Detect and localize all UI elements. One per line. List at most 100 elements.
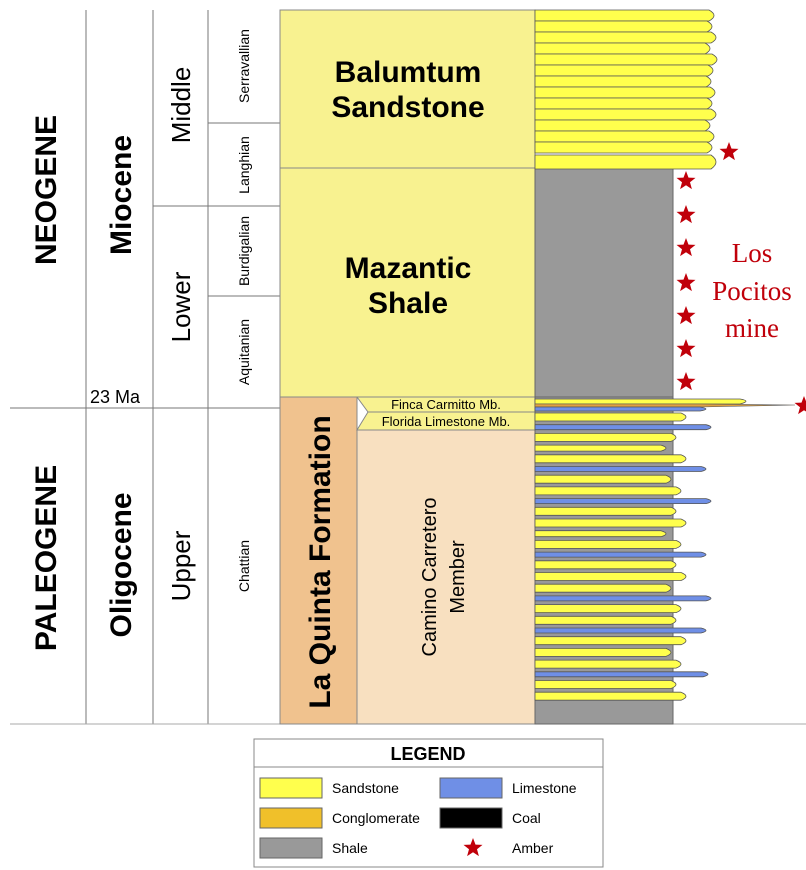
system-neogene: NEOGENE bbox=[30, 115, 63, 265]
sandstone-bed bbox=[534, 119, 711, 132]
amber-star-icon bbox=[676, 171, 696, 190]
legend-swatch-limestone bbox=[439, 777, 503, 799]
florida-label: Florida Limestone Mb. bbox=[382, 414, 511, 429]
sandstone-bed bbox=[534, 486, 682, 496]
finca-sandstone-tongue bbox=[534, 398, 747, 405]
limestone-bed bbox=[534, 627, 707, 634]
sandstone-bed bbox=[534, 680, 677, 689]
sandstone-bed bbox=[534, 31, 717, 44]
legend-label-coal: Coal bbox=[512, 810, 541, 826]
legend-label-amber: Amber bbox=[512, 840, 554, 856]
finca-label: Finca Carmitto Mb. bbox=[391, 397, 501, 412]
sandstone-bed bbox=[534, 108, 717, 121]
sandstone-bed bbox=[534, 141, 713, 154]
mazantic-block bbox=[279, 167, 536, 398]
system-paleogene: PALEOGENE bbox=[30, 465, 63, 651]
sandstone-bed bbox=[534, 474, 672, 484]
legend: LEGEND Sandstone Limestone Conglomerate … bbox=[253, 738, 604, 868]
legend-swatch-conglomerate bbox=[259, 807, 323, 829]
sandstone-bed bbox=[534, 560, 677, 570]
subseries-middle: Middle bbox=[166, 67, 196, 144]
amber-star-icon bbox=[676, 205, 696, 224]
balumtum-block bbox=[279, 9, 536, 169]
la-quinta-block bbox=[279, 396, 358, 725]
florida-limestone-bed bbox=[534, 406, 707, 412]
balumtum-label-line1: Balumtum bbox=[335, 56, 482, 89]
amber-star-icon bbox=[676, 372, 696, 391]
limestone-bed bbox=[534, 424, 712, 431]
sandstone-bed bbox=[534, 615, 677, 625]
limestone-bed bbox=[534, 466, 707, 472]
sandstone-bed bbox=[534, 9, 715, 22]
stage-burdigalian: Burdigalian bbox=[236, 216, 252, 286]
sandstone-bed bbox=[534, 659, 682, 669]
legend-label-sandstone: Sandstone bbox=[332, 780, 399, 796]
series-oligocene: Oligocene bbox=[105, 492, 138, 637]
sandstone-bed bbox=[534, 454, 687, 464]
legend-title: LEGEND bbox=[390, 744, 465, 764]
sandstone-bed bbox=[534, 636, 687, 646]
lithology-column bbox=[534, 9, 796, 725]
mazantic-label-line1: Mazantic bbox=[345, 252, 472, 285]
sandstone-bed bbox=[534, 75, 712, 88]
legend-label-shale: Shale bbox=[332, 840, 368, 856]
los-pocitos-line2: Pocitos bbox=[712, 276, 792, 306]
stage-langhian: Langhian bbox=[236, 136, 252, 194]
sandstone-bed bbox=[534, 64, 714, 77]
sandstone-bed bbox=[534, 518, 687, 528]
sandstone-bed bbox=[534, 572, 687, 581]
sandstone-bed bbox=[534, 20, 713, 33]
conglomerate-tongue bbox=[534, 403, 796, 408]
camino-block bbox=[356, 429, 536, 725]
limestone-bed bbox=[534, 551, 707, 558]
sandstone-bed bbox=[534, 433, 677, 442]
amber-occurrences bbox=[676, 142, 806, 415]
amber-star-icon bbox=[676, 238, 696, 257]
sandstone-bed bbox=[534, 412, 687, 422]
sandstone-bed bbox=[534, 444, 667, 452]
sandstone-bed bbox=[534, 583, 672, 593]
camino-label-line1: Camino Carretero bbox=[419, 498, 441, 657]
limestone-bed bbox=[534, 671, 709, 678]
sandstone-bed bbox=[534, 691, 687, 701]
balumtum-label-line2: Sandstone bbox=[331, 91, 484, 124]
formation-labels: Balumtum Sandstone Mazantic Shale La Qui… bbox=[304, 56, 510, 709]
legend-label-limestone: Limestone bbox=[512, 780, 577, 796]
amber-star-icon bbox=[719, 142, 739, 161]
series-miocene: Miocene bbox=[105, 135, 138, 255]
sandstone-bed bbox=[534, 604, 682, 613]
sandstone-bed bbox=[534, 53, 718, 66]
amber-star-icon bbox=[676, 306, 696, 325]
mazantic-label-line2: Shale bbox=[368, 287, 448, 320]
los-pocitos-annotation: Los Pocitos mine bbox=[712, 238, 792, 343]
sandstone-bed bbox=[534, 130, 715, 143]
legend-swatch-sandstone bbox=[259, 777, 323, 799]
sandstone-bed bbox=[534, 540, 682, 549]
legend-swatch-coal bbox=[439, 807, 503, 829]
age-23-ma: 23 Ma bbox=[90, 387, 141, 407]
balumtum-sandstone-beds bbox=[534, 9, 718, 170]
subseries-upper: Upper bbox=[166, 530, 196, 601]
limestone-bed bbox=[534, 498, 712, 504]
camino-lithology-beds bbox=[534, 412, 712, 701]
camino-label-line2: Member bbox=[447, 540, 469, 614]
legend-label-conglomerate: Conglomerate bbox=[332, 810, 420, 826]
amber-star-icon bbox=[676, 273, 696, 292]
chronostratigraphic-labels: NEOGENE PALEOGENE Miocene Oligocene 23 M… bbox=[30, 29, 252, 651]
sandstone-bed bbox=[534, 648, 672, 657]
sandstone-bed bbox=[534, 42, 711, 55]
legend-star-icon bbox=[463, 838, 483, 857]
shale-mazantic bbox=[534, 167, 674, 398]
stage-serravallian: Serravallian bbox=[236, 29, 252, 103]
stage-aquitanian: Aquitanian bbox=[236, 319, 252, 385]
sandstone-bed bbox=[534, 154, 717, 170]
sandstone-bed bbox=[534, 86, 716, 99]
los-pocitos-line3: mine bbox=[725, 313, 779, 343]
sandstone-bed bbox=[534, 97, 713, 110]
sandstone-bed bbox=[534, 530, 667, 538]
amber-star-icon bbox=[794, 396, 806, 415]
amber-star-icon bbox=[676, 339, 696, 358]
stage-chattian: Chattian bbox=[236, 540, 252, 592]
la-quinta-label: La Quinta Formation bbox=[304, 415, 337, 708]
